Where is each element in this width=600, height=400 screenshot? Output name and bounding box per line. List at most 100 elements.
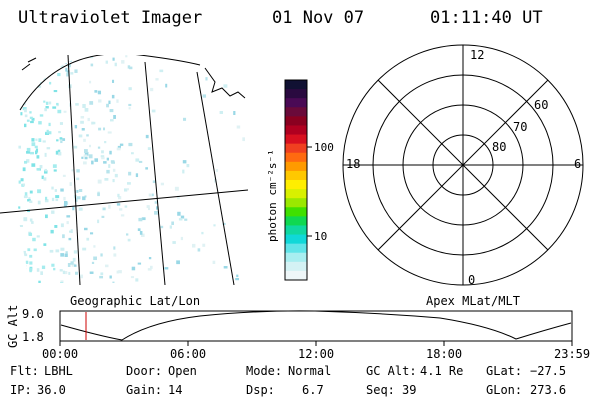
- emission-pixel: [25, 90, 28, 93]
- emission-pixel: [137, 262, 142, 265]
- emission-pixel: [52, 106, 57, 109]
- emission-pixel: [23, 253, 28, 257]
- emission-pixel: [98, 99, 102, 103]
- emission-pixel: [83, 161, 87, 165]
- emission-pixel: [235, 278, 240, 281]
- emission-pixel: [127, 238, 131, 242]
- emission-pixel: [60, 280, 64, 284]
- mlt-label-0: 0: [468, 273, 475, 287]
- emission-pixel: [74, 198, 78, 202]
- emission-pixel: [55, 195, 60, 199]
- emission-pixel: [83, 154, 88, 158]
- emission-pixel: [31, 163, 36, 167]
- emission-pixel: [174, 186, 179, 191]
- emission-pixel: [141, 217, 146, 221]
- emission-pixel: [37, 200, 41, 205]
- emission-pixel: [25, 260, 29, 264]
- emission-pixel: [26, 147, 31, 152]
- emission-pixel: [131, 266, 136, 271]
- emission-pixel: [97, 192, 100, 197]
- emission-pixel: [18, 266, 21, 271]
- emission-pixel: [73, 250, 78, 254]
- colorbar-segment: [285, 243, 307, 254]
- emission-pixel: [29, 254, 33, 258]
- emission-pixel: [26, 151, 29, 154]
- dsp-label: Dsp:: [246, 383, 275, 397]
- emission-pixel: [128, 103, 132, 107]
- colorbar-segment: [285, 198, 307, 208]
- emission-pixel: [223, 266, 228, 269]
- emission-pixel: [78, 134, 83, 138]
- lat-label-70: 70: [513, 120, 527, 134]
- emission-pixel: [49, 81, 52, 85]
- emission-pixel: [117, 193, 120, 198]
- emission-pixel: [26, 281, 30, 284]
- emission-pixel: [148, 193, 153, 197]
- emission-pixel: [135, 158, 140, 162]
- emission-pixel: [45, 106, 49, 109]
- emission-pixel: [196, 60, 200, 65]
- emission-pixel: [128, 171, 132, 176]
- emission-pixel: [154, 211, 158, 215]
- colorbar-segment: [285, 252, 307, 263]
- emission-pixel: [46, 70, 49, 73]
- emission-pixel: [139, 231, 143, 235]
- emission-pixel: [171, 221, 174, 226]
- emission-pixel: [135, 278, 139, 282]
- time-tick-2359: 23:59: [554, 347, 590, 361]
- emission-pixel: [110, 119, 114, 122]
- emission-pixel: [98, 127, 102, 131]
- emission-pixel: [39, 114, 44, 117]
- emission-pixel: [90, 56, 94, 59]
- emission-pixel: [118, 270, 122, 274]
- emission-pixel: [152, 180, 156, 184]
- emission-pixel: [43, 177, 47, 181]
- emission-pixel: [148, 257, 152, 260]
- emission-pixel: [26, 159, 30, 163]
- emission-pixel: [59, 138, 64, 141]
- emission-pixel: [101, 150, 104, 154]
- emission-pixel: [236, 125, 241, 129]
- color-bar: 100 10 photon cm⁻²s⁻¹: [266, 79, 334, 281]
- time-tick-0000: 00:00: [42, 347, 78, 361]
- emission-pixel: [46, 147, 51, 150]
- emission-pixel: [74, 125, 78, 129]
- emission-pixel: [108, 204, 111, 209]
- emission-pixel: [94, 90, 98, 93]
- emission-pixel: [65, 251, 68, 254]
- emission-pixel: [59, 269, 63, 272]
- emission-pixel: [82, 247, 87, 251]
- emission-pixel: [66, 70, 70, 73]
- colorbar-tick-10: 10: [314, 230, 327, 243]
- emission-pixel: [56, 139, 59, 142]
- emission-pixel: [84, 108, 89, 112]
- emission-pixel: [50, 229, 54, 234]
- emission-pixel: [223, 84, 228, 88]
- emission-pixel: [124, 205, 128, 208]
- emission-pixel: [31, 117, 35, 121]
- emission-pixel: [103, 161, 107, 164]
- emission-pixel: [116, 203, 121, 206]
- emission-pixel: [219, 60, 223, 64]
- emission-pixel: [197, 248, 201, 252]
- emission-pixel: [86, 134, 89, 137]
- emission-pixel: [180, 215, 185, 219]
- emission-pixel: [89, 144, 92, 148]
- emission-pixel: [219, 111, 224, 114]
- emission-pixel: [55, 249, 60, 253]
- emission-pixel: [109, 109, 114, 113]
- emission-pixel: [78, 189, 83, 193]
- earth-limb: [19, 55, 201, 111]
- emission-pixel: [54, 189, 57, 192]
- gc-alt-label: GC Alt:: [366, 364, 417, 378]
- emission-pixel: [48, 101, 52, 105]
- emission-pixel: [119, 208, 123, 211]
- emission-pixel: [22, 107, 27, 111]
- time-label: 01:11:40 UT: [430, 8, 543, 28]
- emission-pixel: [84, 156, 88, 160]
- emission-pixel: [84, 149, 88, 154]
- emission-pixel: [114, 62, 117, 67]
- emission-pixel: [44, 170, 48, 174]
- emission-pixel: [66, 221, 69, 225]
- emission-pixel: [192, 243, 196, 248]
